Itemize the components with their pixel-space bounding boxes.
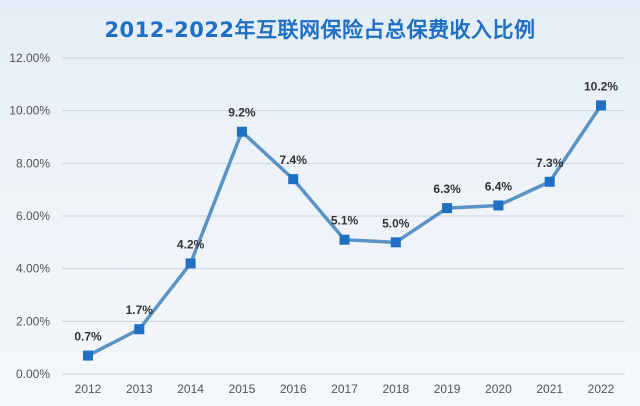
data-label: 10.2% <box>584 79 618 93</box>
x-tick-label: 2021 <box>536 382 563 396</box>
data-point-marker <box>339 234 350 245</box>
x-tick-label: 2017 <box>331 382 358 396</box>
y-tick-label: 4.00% <box>16 262 50 276</box>
data-label: 6.3% <box>433 182 461 196</box>
y-tick-label: 6.00% <box>16 209 50 223</box>
y-tick-label: 12.00% <box>9 51 50 65</box>
data-point-marker <box>288 174 299 185</box>
data-label: 5.1% <box>331 214 359 228</box>
data-point-marker <box>390 237 401 248</box>
x-tick-label: 2014 <box>177 382 204 396</box>
data-label: 5.0% <box>382 216 410 230</box>
y-tick-label: 0.00% <box>16 367 50 381</box>
series-markers <box>83 100 606 361</box>
x-tick-label: 2019 <box>434 382 461 396</box>
data-label: 7.3% <box>536 156 564 170</box>
data-point-marker <box>596 100 606 111</box>
x-tick-label: 2015 <box>229 382 256 396</box>
data-point-marker <box>544 176 555 187</box>
chart-title: 2012-2022年互联网保险占总保费收入比例 <box>104 18 536 42</box>
data-point-marker <box>236 126 247 137</box>
data-label: 9.2% <box>228 106 256 120</box>
data-label: 7.4% <box>280 153 308 167</box>
data-point-marker <box>493 200 504 211</box>
data-point-marker <box>185 258 196 269</box>
x-tick-label: 2012 <box>75 382 102 396</box>
x-tick-label: 2020 <box>485 382 512 396</box>
y-tick-label: 2.00% <box>16 314 50 328</box>
data-point-marker <box>134 324 145 335</box>
y-tick-label: 10.00% <box>9 104 50 118</box>
y-tick-label: 8.00% <box>16 156 50 170</box>
x-tick-label: 2013 <box>126 382 153 396</box>
data-label: 4.2% <box>177 237 205 251</box>
x-tick-label: 2016 <box>280 382 307 396</box>
data-label: 6.4% <box>485 179 513 193</box>
x-tick-label: 2022 <box>588 382 615 396</box>
series-line <box>86 103 603 358</box>
x-axis-ticks: 2012 2013 2014 2015 2016 2017 2018 2019 2020 2021… <box>75 382 615 396</box>
data-point-marker <box>83 350 93 361</box>
x-tick-label: 2018 <box>382 382 409 396</box>
data-point-marker <box>442 203 453 214</box>
grid-lines <box>62 57 625 375</box>
data-labels: 0.7% 1.7% 4.2% 9.2% 7.4% 5.1% 5.0% 6.3% 6.4% 7.3%… <box>74 79 618 343</box>
data-label: 1.7% <box>126 303 154 317</box>
series-line-group <box>86 103 603 358</box>
y-axis-ticks: 0.00% 2.00% 4.00% 6.00% 8.00% 10.00% 12.00% <box>9 51 50 381</box>
data-label: 0.7% <box>74 330 102 344</box>
